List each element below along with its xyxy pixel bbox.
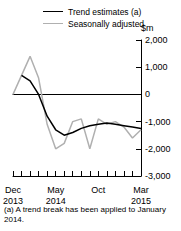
svg-text:-3,000: -3,000	[145, 171, 171, 181]
svg-text:Dec: Dec	[5, 185, 22, 195]
svg-text:2014: 2014	[46, 196, 66, 206]
svg-text:0: 0	[145, 89, 150, 99]
svg-text:(a) A trend break has been app: (a) A trend break has been applied to Ja…	[4, 205, 168, 214]
svg-text:2014.: 2014.	[4, 215, 24, 224]
svg-text:Trend estimates (a): Trend estimates (a)	[68, 7, 142, 17]
svg-text:May: May	[47, 185, 65, 195]
svg-text:Seasonally adjusted: Seasonally adjusted	[68, 19, 144, 29]
svg-text:$m: $m	[141, 22, 154, 33]
svg-text:-1,000: -1,000	[145, 117, 171, 127]
svg-text:-2,000: -2,000	[145, 144, 171, 154]
svg-text:Mar: Mar	[133, 185, 149, 195]
svg-text:2013: 2013	[3, 196, 23, 206]
svg-text:2,000: 2,000	[145, 35, 168, 45]
svg-text:2015: 2015	[131, 196, 151, 206]
svg-text:Oct: Oct	[91, 185, 106, 195]
svg-text:1,000: 1,000	[145, 62, 168, 72]
